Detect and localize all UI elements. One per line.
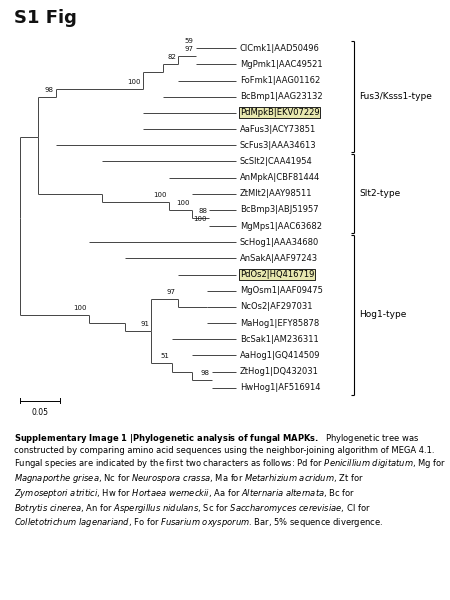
Text: 100: 100 xyxy=(176,200,189,206)
Text: BcSak1|AM236311: BcSak1|AM236311 xyxy=(240,335,319,344)
Text: 88: 88 xyxy=(198,208,207,214)
Text: Fus3/Ksss1-type: Fus3/Ksss1-type xyxy=(360,92,432,101)
Text: NcOs2|AF297031: NcOs2|AF297031 xyxy=(240,302,312,311)
Text: ScHog1|AAA34680: ScHog1|AAA34680 xyxy=(240,238,319,247)
Text: ScSlt2|CAA41954: ScSlt2|CAA41954 xyxy=(240,157,312,166)
Text: AaFus3|ACY73851: AaFus3|ACY73851 xyxy=(240,125,316,134)
Text: AnMpkA|CBF81444: AnMpkA|CBF81444 xyxy=(240,173,320,182)
Text: MgPmk1|AAC49521: MgPmk1|AAC49521 xyxy=(240,60,322,69)
Text: 98: 98 xyxy=(45,86,54,92)
Text: 59: 59 xyxy=(185,38,194,44)
Text: ZtHog1|DQ432031: ZtHog1|DQ432031 xyxy=(240,367,319,376)
Text: 97: 97 xyxy=(167,289,176,295)
Text: PdOs2|HQ416719: PdOs2|HQ416719 xyxy=(240,270,314,279)
Text: $\bf{Supplementary\ Image\ 1\ |Phylogenetic\ analysis\ of\ fungal\ MAPKs.}$  Phy: $\bf{Supplementary\ Image\ 1\ |Phylogene… xyxy=(14,432,446,529)
Text: Hog1-type: Hog1-type xyxy=(360,310,407,319)
Text: PdMpkB|EKV07229: PdMpkB|EKV07229 xyxy=(240,109,320,118)
Text: MgOsm1|AAF09475: MgOsm1|AAF09475 xyxy=(240,286,323,295)
Text: 97: 97 xyxy=(185,46,194,52)
Text: 0.05: 0.05 xyxy=(32,408,49,417)
Text: ScFus3|AAA34613: ScFus3|AAA34613 xyxy=(240,141,316,150)
Text: S1 Fig: S1 Fig xyxy=(14,9,76,27)
Text: 98: 98 xyxy=(200,370,209,376)
Text: 51: 51 xyxy=(161,353,169,359)
Text: MaHog1|EFY85878: MaHog1|EFY85878 xyxy=(240,319,319,328)
Text: Slt2-type: Slt2-type xyxy=(360,189,401,198)
Text: ClCmk1|AAD50496: ClCmk1|AAD50496 xyxy=(240,44,320,53)
Text: ZtMlt2|AAY98511: ZtMlt2|AAY98511 xyxy=(240,189,312,198)
Text: AnSakA|AAF97243: AnSakA|AAF97243 xyxy=(240,254,318,263)
Text: 91: 91 xyxy=(140,321,149,327)
Text: 100: 100 xyxy=(73,305,87,311)
Text: 100: 100 xyxy=(127,79,140,85)
Text: BcBmp1|AAG23132: BcBmp1|AAG23132 xyxy=(240,92,322,101)
Text: HwHog1|AF516914: HwHog1|AF516914 xyxy=(240,383,320,392)
Text: BcBmp3|ABJ51957: BcBmp3|ABJ51957 xyxy=(240,205,318,214)
Text: 82: 82 xyxy=(167,55,176,61)
Text: AaHog1|GQ414509: AaHog1|GQ414509 xyxy=(240,351,320,360)
Text: FoFmk1|AAG01162: FoFmk1|AAG01162 xyxy=(240,76,320,85)
Text: 100: 100 xyxy=(194,216,207,222)
Text: MgMps1|AAC63682: MgMps1|AAC63682 xyxy=(240,221,322,230)
Text: 100: 100 xyxy=(153,192,167,198)
